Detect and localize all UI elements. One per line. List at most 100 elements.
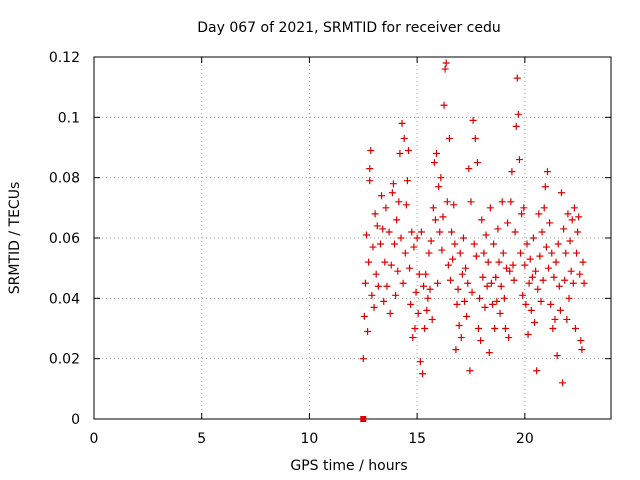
data-point: [562, 249, 570, 257]
data-point: [569, 279, 577, 287]
data-point: [388, 189, 396, 197]
data-point: [571, 325, 579, 332]
y-tick-label: 0.06: [49, 231, 80, 247]
y-tick-label: 0.12: [49, 50, 80, 66]
data-point: [478, 216, 486, 224]
x-tick-label: 20: [516, 431, 534, 447]
data-point: [447, 276, 455, 284]
y-tick-label: 0.02: [49, 352, 80, 368]
data-point: [497, 282, 505, 290]
data-point: [443, 198, 451, 206]
data-point: [372, 270, 380, 278]
data-point: [492, 273, 500, 281]
data-point: [580, 279, 588, 287]
x-tick-labels: 0 5 10 15 20: [90, 431, 534, 447]
data-point: [394, 267, 402, 275]
data-point: [403, 177, 411, 185]
data-point: [573, 249, 581, 257]
data-point: [556, 306, 564, 314]
data-point: [475, 325, 483, 332]
data-point: [413, 234, 421, 242]
data-point: [489, 300, 497, 308]
data-point: [392, 291, 400, 299]
data-point: [440, 101, 448, 109]
data-point: [560, 225, 568, 233]
data-point: [449, 255, 457, 263]
data-point: [546, 219, 554, 227]
data-point: [545, 264, 553, 272]
data-point: [397, 234, 405, 242]
data-point: [521, 261, 529, 269]
data-point: [579, 258, 587, 266]
data-point: [424, 294, 432, 302]
data-point: [477, 337, 485, 345]
data-point: [472, 252, 480, 260]
data-point: [549, 325, 557, 332]
data-point: [363, 231, 371, 239]
data-point: [565, 294, 573, 302]
data-point: [457, 334, 465, 342]
data-point: [476, 294, 484, 302]
data-point: [374, 282, 382, 290]
data-point: [359, 355, 367, 363]
data-point: [533, 367, 541, 375]
data-point: [396, 150, 404, 158]
data-point: [434, 279, 442, 287]
data-point: [366, 165, 374, 173]
data-point: [421, 325, 429, 332]
y-axis-label: SRMTID / TECUs: [7, 182, 23, 295]
data-point: [399, 279, 407, 287]
data-point: [405, 147, 413, 155]
data-point: [407, 300, 415, 308]
data-point: [506, 267, 514, 275]
data-point: [529, 234, 537, 242]
data-point: [429, 204, 437, 212]
data-point: [423, 306, 431, 314]
data-point: [455, 321, 463, 329]
data-point: [542, 243, 550, 251]
data-point: [480, 249, 488, 257]
data-point: [465, 165, 473, 173]
data-point: [503, 264, 511, 272]
data-point: [395, 198, 403, 206]
data-point: [441, 65, 449, 73]
data-point: [406, 264, 414, 272]
data-point: [525, 279, 533, 287]
data-point: [379, 225, 387, 233]
data-point: [491, 325, 499, 332]
data-point: [500, 294, 508, 302]
data-point: [510, 276, 518, 284]
data-point: [467, 198, 475, 206]
data-point: [535, 210, 543, 218]
data-point: [554, 240, 562, 248]
data-point: [412, 288, 420, 296]
data-point: [515, 156, 523, 164]
data-point: [536, 252, 544, 260]
data-point: [514, 110, 522, 118]
axis-ticks: [93, 56, 611, 420]
data-point: [534, 285, 542, 293]
data-point: [401, 249, 409, 257]
data-point: [577, 337, 585, 345]
data-point: [526, 255, 534, 263]
data-point: [509, 261, 517, 269]
data-point: [448, 228, 456, 236]
data-point: [380, 297, 388, 305]
data-point: [365, 258, 373, 266]
data-point: [470, 240, 478, 248]
data-point: [438, 246, 446, 254]
data-point: [366, 177, 374, 185]
data-point: [471, 134, 479, 142]
data-point: [499, 249, 507, 257]
data-point: [398, 119, 406, 127]
data-point: [522, 300, 530, 308]
data-point: [469, 116, 477, 124]
data-point: [468, 288, 476, 296]
data-point: [547, 300, 555, 308]
data-point: [430, 159, 438, 167]
data-point: [520, 204, 528, 212]
y-tick-label: 0: [71, 412, 80, 428]
data-point: [504, 219, 512, 227]
data-point: [462, 264, 470, 272]
data-point: [543, 168, 551, 176]
